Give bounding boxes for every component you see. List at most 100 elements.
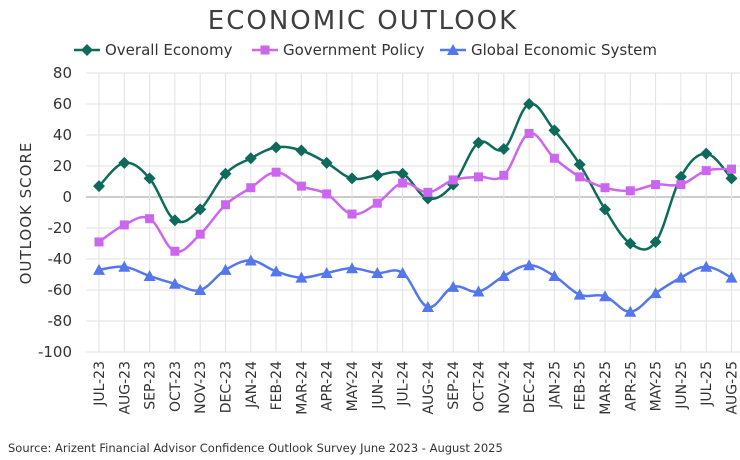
x-tick-label: JUN-24 bbox=[370, 361, 386, 410]
data-point bbox=[624, 237, 637, 250]
y-tick-label: -100 bbox=[38, 343, 72, 361]
data-point bbox=[219, 167, 232, 180]
data-point bbox=[548, 270, 561, 282]
data-point bbox=[93, 180, 105, 193]
y-axis-ticks: 80 60 40 20 0 -20 -40 -60 -80 -100 bbox=[38, 64, 72, 361]
data-point bbox=[499, 170, 509, 180]
x-tick-label: JUL-25 bbox=[699, 361, 715, 407]
data-point bbox=[548, 124, 561, 137]
data-point bbox=[398, 178, 408, 188]
x-axis-ticks: JUL-23 AUG-23 SEP-23 OCT-23 NOV-23 DEC-23 JAN-… bbox=[92, 361, 740, 415]
data-point bbox=[195, 229, 205, 239]
data-point bbox=[371, 266, 384, 278]
data-point bbox=[93, 263, 105, 275]
data-point bbox=[725, 271, 738, 283]
data-point bbox=[523, 98, 536, 110]
source-note: Source: Arizent Financial Advisor Confid… bbox=[8, 441, 503, 455]
data-point bbox=[371, 169, 384, 182]
data-point bbox=[118, 156, 131, 169]
x-tick-label: AUG-25 bbox=[725, 361, 740, 415]
x-tick-label: NOV-24 bbox=[497, 361, 513, 414]
series-overall-economy bbox=[93, 98, 738, 251]
y-tick-label: 80 bbox=[53, 64, 72, 82]
data-point bbox=[170, 246, 180, 256]
data-point bbox=[624, 305, 637, 317]
gridlines bbox=[86, 72, 740, 353]
x-tick-label: SEP-23 bbox=[143, 361, 159, 410]
y-tick-label: -60 bbox=[48, 281, 73, 299]
x-tick-label: DEC-24 bbox=[522, 361, 538, 413]
x-tick-label: FEB-25 bbox=[573, 361, 589, 410]
x-tick-label: OCT-23 bbox=[168, 361, 184, 412]
series-government-policy bbox=[94, 128, 736, 256]
x-tick-label: AUG-23 bbox=[117, 361, 133, 415]
x-tick-label: AUG-24 bbox=[421, 361, 437, 415]
data-point bbox=[725, 172, 738, 185]
data-point bbox=[194, 284, 207, 295]
x-tick-label: JUL-23 bbox=[92, 361, 108, 407]
data-point bbox=[346, 172, 358, 185]
series-line-global-economic-system bbox=[98, 259, 733, 313]
data-point bbox=[649, 287, 662, 299]
legend-item-overall-economy: Overall Economy bbox=[74, 41, 233, 59]
data-point bbox=[651, 180, 661, 190]
data-point bbox=[295, 144, 308, 157]
data-point bbox=[244, 254, 257, 266]
y-tick-label: -80 bbox=[48, 312, 73, 330]
data-point bbox=[219, 263, 232, 275]
legend-label: Global Economic System bbox=[471, 41, 657, 59]
data-point bbox=[143, 270, 156, 282]
legend-marker bbox=[81, 44, 93, 56]
y-tick-label: 0 bbox=[62, 188, 72, 206]
data-point bbox=[145, 214, 155, 224]
series-global-economic-system bbox=[93, 254, 738, 317]
data-point bbox=[700, 260, 713, 272]
x-tick-label: JUN-25 bbox=[674, 361, 690, 410]
data-point bbox=[118, 260, 131, 272]
data-point bbox=[448, 175, 458, 185]
data-point bbox=[674, 170, 687, 183]
data-point bbox=[168, 214, 181, 227]
data-point bbox=[270, 141, 283, 154]
data-point bbox=[497, 270, 510, 282]
data-point bbox=[270, 265, 283, 277]
x-tick-label: JAN-25 bbox=[547, 361, 563, 409]
data-point bbox=[573, 158, 586, 171]
data-point bbox=[423, 187, 433, 197]
legend-item-global-economic-system: Global Economic System bbox=[440, 41, 657, 59]
data-point bbox=[396, 167, 409, 180]
data-point bbox=[700, 147, 713, 160]
data-point bbox=[575, 172, 585, 182]
y-tick-label: 60 bbox=[53, 95, 72, 113]
data-point bbox=[549, 153, 559, 163]
legend-label: Overall Economy bbox=[105, 41, 233, 59]
y-tick-label: -40 bbox=[48, 250, 73, 268]
y-tick-label: 40 bbox=[53, 126, 72, 144]
data-point bbox=[599, 203, 611, 216]
data-point bbox=[320, 156, 333, 169]
data-point bbox=[396, 266, 409, 278]
data-point bbox=[523, 259, 536, 271]
data-point bbox=[246, 183, 256, 193]
data-point bbox=[497, 142, 510, 155]
x-tick-label: SEP-24 bbox=[446, 361, 462, 410]
legend: Overall Economy Government Policy Global E… bbox=[74, 41, 657, 59]
data-point bbox=[573, 288, 586, 300]
data-point bbox=[143, 172, 156, 185]
series-group bbox=[93, 98, 738, 317]
data-point bbox=[347, 209, 357, 219]
x-tick-label: APR-25 bbox=[623, 361, 639, 411]
y-axis-label: OUTLOOK SCORE bbox=[17, 142, 35, 285]
data-point bbox=[524, 128, 534, 138]
data-point bbox=[271, 167, 281, 177]
x-tick-label: APR-24 bbox=[320, 361, 336, 411]
data-point bbox=[372, 198, 382, 208]
data-point bbox=[194, 203, 207, 216]
data-point bbox=[295, 271, 308, 283]
data-point bbox=[472, 285, 485, 297]
data-point bbox=[674, 271, 687, 283]
x-tick-label: DEC-23 bbox=[219, 361, 235, 413]
data-point bbox=[320, 266, 333, 278]
x-tick-label: JAN-24 bbox=[244, 361, 260, 409]
